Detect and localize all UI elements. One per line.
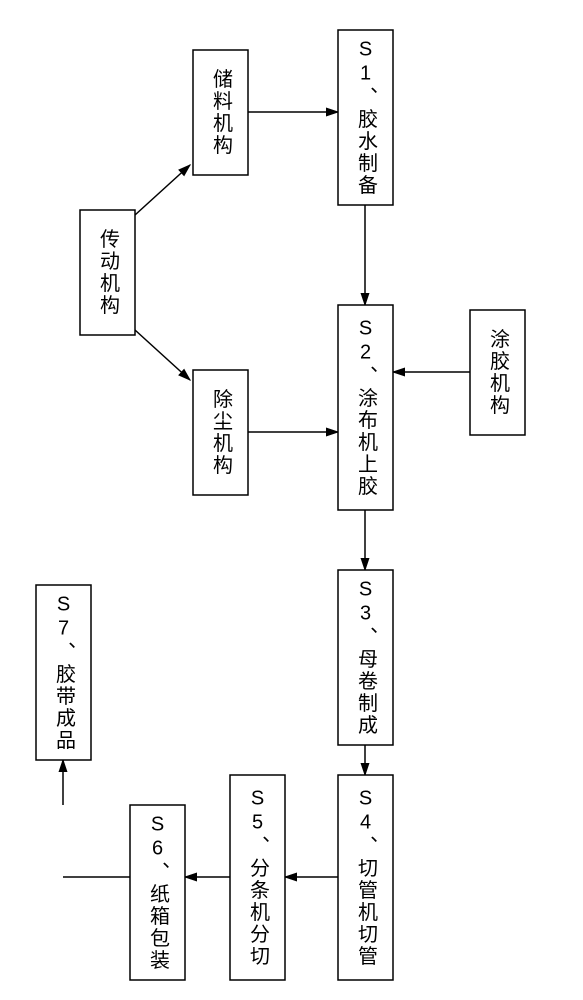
node-label-s2: S2、涂布机上胶 [355,318,378,498]
node-label-coat: 涂胶机构 [487,328,510,416]
node-label-s7: S7、胶带成品 [53,594,76,752]
node-label-s5: S5、分条机分切 [247,788,270,968]
node-label-s4: S4、切管机切管 [355,788,378,968]
node-label-s1: S1、胶水制备 [355,39,378,197]
node-label-storage: 储料机构 [210,68,233,156]
edge-drive-dust [135,330,190,380]
edge-drive-storage [135,165,190,215]
node-label-dust: 除尘机构 [210,388,233,476]
node-label-s3: S3、母卷制成 [355,579,378,737]
node-label-s6: S6、纸箱包装 [147,814,170,972]
nodes: S1、胶水制备 S2、涂布机上胶 S3、母卷制成 S4、切管机切管 S5、分条机分切 S6… [36,30,525,980]
flowchart-diagram: S1、胶水制备 S2、涂布机上胶 S3、母卷制成 S4、切管机切管 S5、分条机分切 S6… [0,0,583,1000]
node-label-drive: 传动机构 [97,228,120,316]
